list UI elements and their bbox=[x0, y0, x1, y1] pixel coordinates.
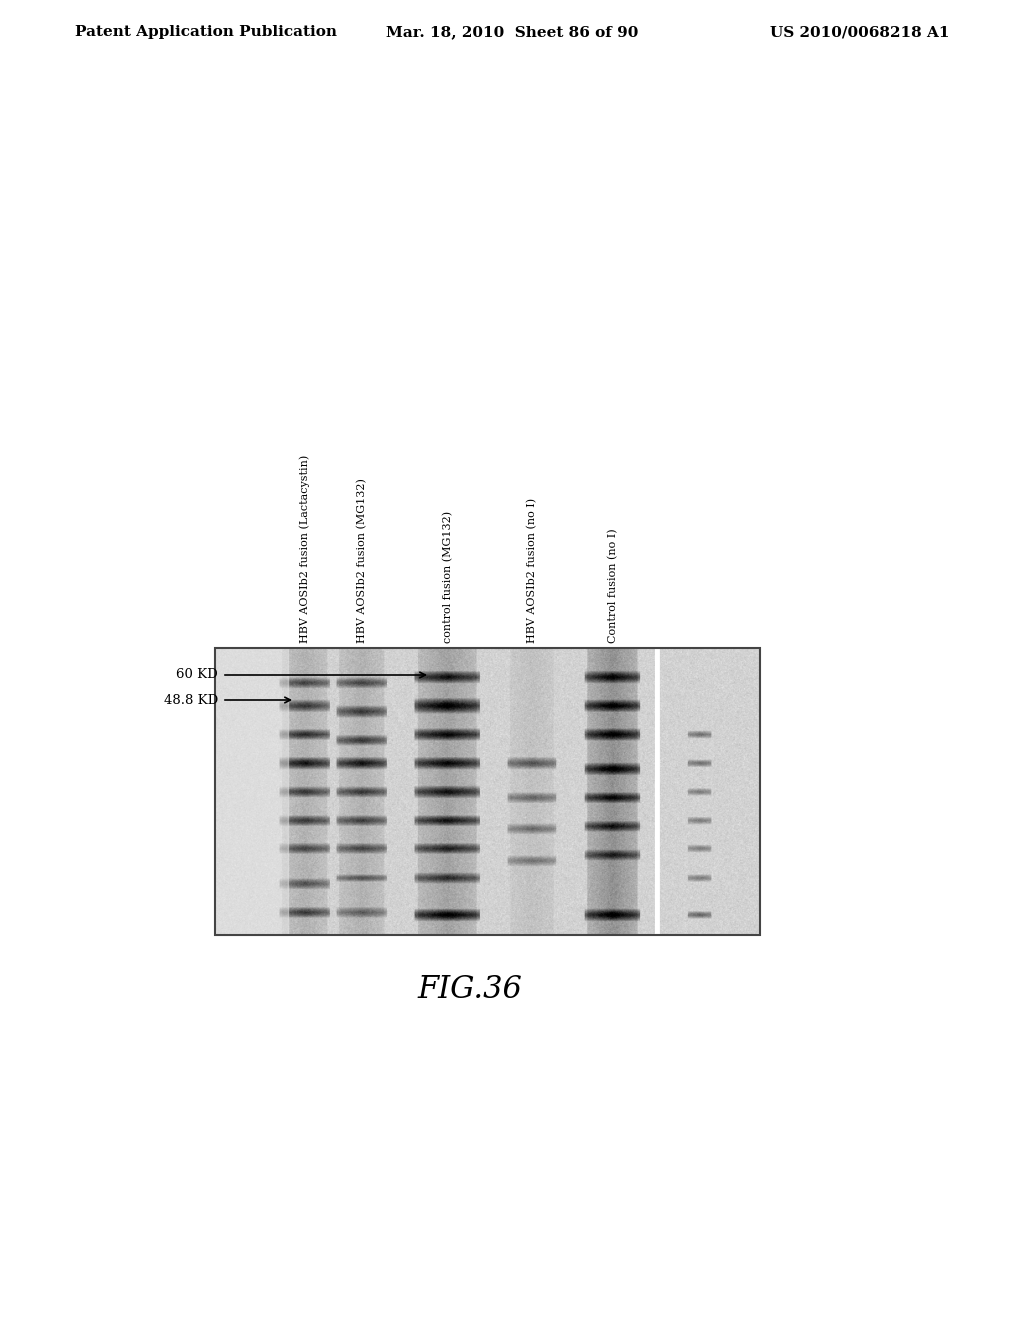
Text: HBV AOSIb2 fusion (Lactacystin): HBV AOSIb2 fusion (Lactacystin) bbox=[300, 455, 310, 643]
Text: Patent Application Publication: Patent Application Publication bbox=[75, 25, 337, 40]
Text: HBV AOSIb2 fusion (MG132): HBV AOSIb2 fusion (MG132) bbox=[356, 478, 368, 643]
Text: control fusion (MG132): control fusion (MG132) bbox=[442, 511, 454, 643]
Text: 48.8 KD: 48.8 KD bbox=[164, 693, 218, 706]
Text: 60 KD: 60 KD bbox=[176, 668, 218, 681]
Text: FIG.36: FIG.36 bbox=[418, 974, 522, 1006]
Text: US 2010/0068218 A1: US 2010/0068218 A1 bbox=[770, 25, 950, 40]
Text: Mar. 18, 2010  Sheet 86 of 90: Mar. 18, 2010 Sheet 86 of 90 bbox=[386, 25, 638, 40]
Bar bbox=[215, 648, 760, 935]
Text: Control fusion (no I): Control fusion (no I) bbox=[608, 528, 618, 643]
Text: HBV AOSIb2 fusion (no I): HBV AOSIb2 fusion (no I) bbox=[526, 498, 538, 643]
